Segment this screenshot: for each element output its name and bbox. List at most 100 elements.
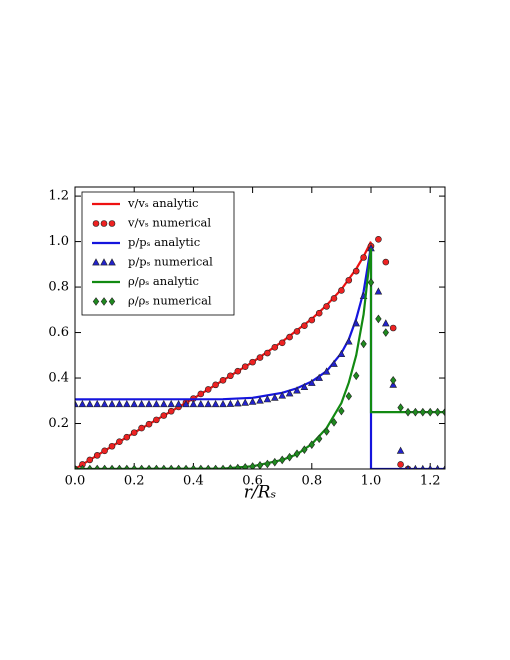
marker [353, 371, 360, 381]
marker [352, 319, 360, 327]
marker [279, 455, 286, 465]
marker [249, 462, 256, 469]
x-tick-label: 0.6 [242, 474, 263, 489]
marker [182, 464, 190, 469]
marker [108, 297, 116, 306]
marker [212, 464, 219, 469]
marker [92, 297, 100, 306]
marker [92, 258, 100, 266]
marker [93, 399, 101, 408]
marker [168, 464, 175, 469]
x-tick-label: 1.2 [420, 474, 441, 489]
marker [264, 349, 271, 357]
marker [138, 464, 145, 469]
marker [374, 287, 383, 295]
marker [123, 433, 131, 441]
marker [286, 333, 293, 341]
marker [160, 412, 168, 419]
marker [375, 314, 382, 324]
x-tick-label: 1.0 [361, 474, 382, 489]
marker [345, 337, 353, 345]
marker [412, 407, 419, 417]
marker [323, 427, 330, 436]
x-tick-label: 0.0 [65, 474, 86, 489]
marker [404, 407, 412, 417]
x-tick-label: 0.4 [183, 474, 204, 489]
marker [86, 464, 93, 469]
marker [301, 445, 308, 454]
marker [101, 447, 108, 455]
marker [278, 391, 286, 399]
legend-label: p/pₛ numerical [128, 255, 213, 269]
marker [160, 464, 167, 469]
marker [197, 399, 205, 408]
marker [271, 393, 279, 401]
marker [190, 464, 197, 469]
marker [293, 386, 301, 394]
x-tick-label: 0.8 [301, 474, 322, 489]
marker [86, 399, 94, 408]
marker [100, 258, 108, 266]
marker [153, 416, 160, 424]
marker [278, 339, 286, 347]
marker [101, 464, 108, 469]
y-tick-label: 1.0 [48, 234, 69, 249]
marker [345, 276, 353, 284]
marker [175, 464, 182, 469]
legend: v/vₛ analytic v/vₛ numerical p/pₛ analytic… [81, 191, 235, 316]
marker [308, 316, 316, 324]
legend-label: v/vₛ numerical [127, 216, 211, 230]
legend-label: p/pₛ analytic [128, 235, 200, 249]
marker [360, 339, 367, 349]
marker [116, 438, 123, 446]
marker [219, 377, 227, 384]
marker [308, 440, 315, 449]
marker [285, 389, 294, 397]
marker [338, 287, 345, 294]
marker [396, 446, 405, 454]
legend-label: v/vₛ analytic [127, 196, 198, 210]
marker [323, 303, 330, 310]
marker [79, 464, 86, 469]
marker [205, 464, 212, 469]
marker [427, 407, 434, 417]
marker [116, 464, 123, 469]
marker [227, 464, 234, 469]
marker [397, 403, 404, 412]
y-tick-label: 0.4 [48, 371, 69, 386]
marker [108, 399, 116, 408]
marker [271, 457, 278, 467]
marker [167, 407, 175, 415]
marker [263, 395, 272, 403]
plot-area [75, 236, 445, 469]
marker [256, 461, 264, 469]
marker [248, 397, 257, 405]
marker [145, 464, 153, 469]
marker [160, 399, 168, 408]
marker [212, 381, 219, 389]
marker [338, 406, 345, 416]
legend-label: ρ/ρₛ numerical [128, 294, 212, 308]
marker [94, 464, 101, 469]
marker [271, 344, 279, 351]
marker [92, 220, 100, 227]
marker [308, 378, 316, 386]
marker [123, 464, 130, 469]
marker [322, 367, 331, 375]
marker [352, 267, 360, 275]
marker [167, 399, 175, 408]
x-axis-label: r/Rₛ [244, 483, 277, 503]
y-tick-label: 0.2 [48, 416, 69, 431]
marker [345, 391, 352, 401]
marker [382, 319, 390, 327]
marker [174, 399, 183, 408]
marker [360, 254, 367, 261]
marker [382, 258, 390, 266]
marker [419, 407, 426, 417]
marker [131, 464, 138, 469]
marker [100, 399, 109, 408]
marker [227, 372, 234, 380]
marker [108, 220, 116, 227]
marker [100, 297, 108, 306]
